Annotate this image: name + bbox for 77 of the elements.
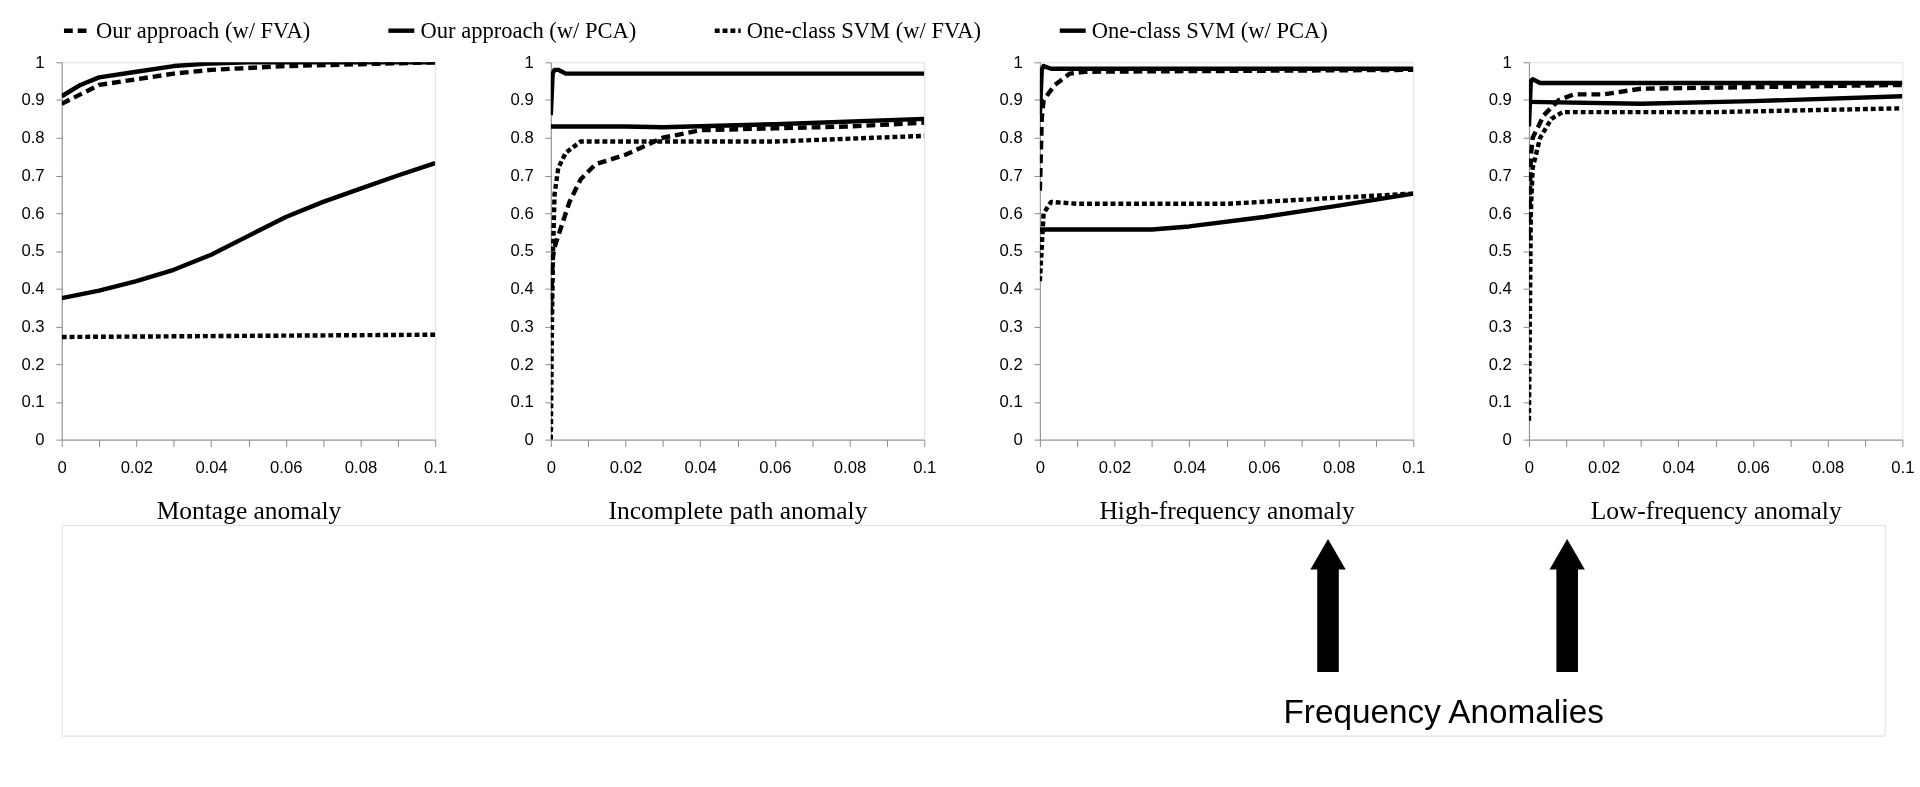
y-tick-label: 0.3	[999, 316, 1023, 336]
y-tick-label: 0.9	[510, 90, 534, 110]
y-tick-label: 0.3	[510, 316, 534, 336]
y-tick-label: 0.1	[510, 392, 534, 412]
x-tick-label: 0.1	[1891, 458, 1915, 478]
x-tick-label: 0.06	[1737, 458, 1770, 478]
x-tick-label: 0.08	[833, 458, 867, 478]
x-axis-title: Low-frequency anomaly	[1590, 495, 1842, 525]
y-tick-label: 0.4	[21, 279, 45, 299]
legend-label: One-class SVM (w/ FVA)	[746, 17, 982, 43]
y-tick-label: 0.7	[1488, 165, 1512, 185]
x-tick-label: 0.04	[195, 458, 228, 478]
y-tick-label: 0.1	[21, 392, 45, 412]
x-tick-label: 0	[1524, 458, 1535, 478]
y-tick-label: 0.5	[510, 241, 534, 261]
y-tick-label: 0	[524, 430, 534, 450]
legend-label: Our approach (w/ PCA)	[420, 17, 637, 43]
x-tick-label: 0.06	[1248, 458, 1281, 478]
y-tick-label: 0.8	[999, 128, 1023, 148]
y-tick-label: 0.3	[21, 316, 45, 336]
y-tick-label: 0.4	[1488, 279, 1512, 299]
x-tick-label: 0.06	[270, 458, 303, 478]
x-tick-label: 0	[1035, 458, 1045, 478]
x-tick-label: 0.1	[913, 458, 937, 478]
x-tick-label: 0	[57, 458, 67, 478]
y-tick-label: 0.7	[999, 165, 1023, 185]
y-tick-label: 0.2	[21, 354, 45, 374]
x-tick-label: 0.02	[1587, 458, 1621, 478]
y-tick-label: 1	[35, 52, 45, 72]
x-tick-label: 0.02	[609, 458, 643, 478]
legend-label: Our approach (w/ FVA)	[96, 17, 311, 43]
y-tick-label: 0.8	[21, 128, 45, 148]
y-tick-label: 0.6	[999, 203, 1023, 223]
legend-label: One-class SVM (w/ PCA)	[1091, 17, 1328, 43]
y-tick-label: 0.8	[510, 128, 534, 148]
x-tick-label: 0.1	[424, 458, 448, 478]
y-tick-label: 0	[35, 430, 45, 450]
x-tick-label: 0.08	[1811, 458, 1845, 478]
text: Frequency Anomalies	[1283, 692, 1604, 730]
y-tick-label: 0.8	[1488, 128, 1512, 148]
y-tick-label: 0.6	[510, 203, 534, 223]
y-tick-label: 0.2	[999, 354, 1023, 374]
y-tick-label: 0.6	[21, 203, 45, 223]
y-tick-label: 0	[1013, 430, 1023, 450]
x-tick-label: 0.08	[344, 458, 378, 478]
y-tick-label: 0.2	[510, 354, 534, 374]
y-tick-label: 0.9	[999, 90, 1023, 110]
y-tick-label: 0.9	[21, 90, 45, 110]
x-tick-label: 0.08	[1322, 458, 1356, 478]
y-tick-label: 0.7	[21, 165, 45, 185]
y-tick-label: 1	[1502, 52, 1512, 72]
x-axis-title: High-frequency anomaly	[1099, 495, 1355, 525]
y-tick-label: 0.4	[510, 279, 534, 299]
x-tick-label: 0.02	[1098, 458, 1132, 478]
y-tick-label: 1	[1013, 52, 1023, 72]
x-tick-label: 0.04	[1173, 458, 1206, 478]
x-tick-label: 0.1	[1402, 458, 1426, 478]
y-tick-label: 0.2	[1488, 354, 1512, 374]
x-axis-title: Montage anomaly	[156, 495, 342, 525]
y-tick-label: 0.4	[999, 279, 1023, 299]
y-tick-label: 0.5	[1488, 241, 1512, 261]
y-tick-label: 0.5	[999, 241, 1023, 261]
x-tick-label: 0.04	[684, 458, 717, 478]
y-tick-label: 0	[1502, 430, 1512, 450]
y-tick-label: 0.9	[1488, 90, 1512, 110]
y-tick-label: 0.5	[21, 241, 45, 261]
y-tick-label: 0.6	[1488, 203, 1512, 223]
y-tick-label: 0.3	[1488, 316, 1512, 336]
x-tick-label: 0	[546, 458, 556, 478]
y-tick-label: 1	[524, 52, 534, 72]
x-tick-label: 0.02	[120, 458, 154, 478]
x-axis-title: Incomplete path anomaly	[608, 495, 868, 525]
x-tick-label: 0.04	[1662, 458, 1696, 478]
y-tick-label: 0.7	[510, 165, 534, 185]
x-tick-label: 0.06	[759, 458, 792, 478]
y-tick-label: 0.1	[999, 392, 1023, 412]
y-tick-label: 0.1	[1488, 392, 1512, 412]
